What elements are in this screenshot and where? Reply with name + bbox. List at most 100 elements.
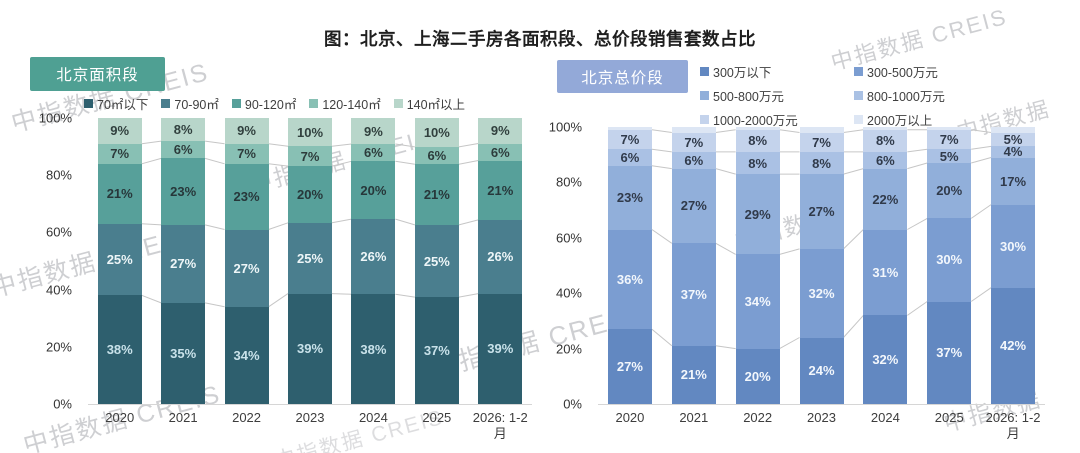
legend-label: 90-120㎡	[244, 98, 297, 112]
x-category-label: 2026: 1-2 月	[985, 410, 1041, 442]
legend-item: 1000-2000万元	[700, 110, 852, 129]
x-axis-area: 2020 2021 2022 2023 2024 2025 2026: 1-2 月	[88, 410, 532, 443]
x-category-label: 2025	[422, 410, 452, 425]
bar-segment	[607, 127, 652, 130]
bar-segment: 9%	[351, 118, 396, 145]
legend-item: 300万以下	[700, 62, 852, 81]
bar-segment: 39%	[288, 293, 332, 404]
segment-value-label: 8%	[875, 133, 895, 149]
segment-value-label: 21%	[487, 182, 514, 198]
stacked-bar: 35% 27% 23% 6% 8%	[161, 118, 206, 404]
segment-value-label: 42%	[1000, 338, 1027, 354]
segment-value-label: 8%	[748, 155, 768, 171]
bar-segment	[927, 127, 972, 130]
segment-value-label: 37%	[936, 345, 963, 361]
stacked-bar: 39% 26% 21% 6% 9%	[478, 118, 523, 404]
legend-swatch-icon	[393, 99, 403, 108]
legend-swatch-icon	[700, 67, 709, 76]
segment-value-label: 26%	[487, 249, 514, 265]
segment-value-label: 9%	[237, 123, 256, 139]
figure-title: 图：北京、上海二手房各面积段、总价段销售套数占比	[324, 29, 756, 49]
segment-value-label: 35%	[170, 345, 197, 361]
legend-label: 70㎡以下	[97, 98, 149, 112]
bar-segment: 22%	[863, 168, 908, 230]
bar-segment: 8%	[863, 129, 908, 152]
segment-value-label: 7%	[300, 148, 320, 164]
legend-item: 140㎡以上	[393, 94, 465, 113]
bar-segment: 5%	[991, 132, 1036, 147]
bar-segment: 9%	[224, 118, 269, 144]
segment-value-label: 20%	[296, 186, 324, 202]
segment-value-label: 22%	[872, 191, 899, 207]
legend-swatch-icon	[854, 91, 863, 100]
bar-segment: 20%	[735, 348, 780, 404]
bar-segment: 27%	[224, 229, 269, 307]
legend-price: 300万以下 300-500万元 500-800万元 800-1000万元 1000-2…	[700, 62, 1024, 129]
bar-segment: 7%	[927, 129, 972, 150]
y-tick-label: 0%	[563, 396, 582, 412]
bar-segment: 30%	[991, 204, 1036, 288]
x-category-label: 2021	[679, 410, 709, 425]
bar-segment: 6%	[414, 146, 459, 165]
bar-segment: 32%	[863, 315, 908, 404]
x-category-label: 2020	[105, 410, 135, 425]
segment-value-label: 27%	[680, 198, 707, 214]
segment-value-label: 8%	[748, 133, 768, 149]
legend-swatch-icon	[700, 91, 709, 100]
x-category-label: 2026: 1-2 月	[472, 410, 528, 442]
bar-segment: 27%	[161, 224, 206, 303]
bar-segment: 20%	[288, 166, 332, 223]
legend-label: 300万以下	[713, 66, 772, 80]
segment-value-label: 6%	[427, 148, 447, 164]
x-category-label: 2022	[232, 410, 262, 425]
segment-value-label: 27%	[808, 204, 835, 220]
legend-area: 70㎡以下 70-90㎡ 90-120㎡ 120-140㎡ 140㎡以上	[84, 94, 465, 113]
segment-value-label: 30%	[1000, 238, 1027, 254]
segment-value-label: 32%	[808, 285, 835, 301]
legend-label: 800-1000万元	[867, 90, 945, 104]
bar-segment: 4%	[991, 145, 1036, 158]
bar-segment: 24%	[799, 337, 844, 404]
segment-value-label: 20%	[744, 368, 771, 384]
bar-segment: 21%	[97, 163, 142, 224]
segment-value-label: 6%	[364, 145, 383, 161]
bar-segment: 6%	[863, 151, 908, 169]
bar-segment: 21%	[478, 160, 523, 220]
y-tick-label: 80%	[45, 167, 72, 183]
bar-segment: 27%	[607, 329, 652, 404]
stacked-bar: 42% 30% 17% 4% 5%	[991, 127, 1036, 404]
bar-segment: 30%	[927, 218, 972, 302]
bar-segment: 35%	[161, 302, 206, 404]
bar-segment: 34%	[735, 254, 780, 349]
legend-item: 70-90㎡	[161, 94, 219, 113]
segment-value-label: 8%	[812, 155, 831, 171]
bar-segment: 6%	[161, 141, 206, 159]
segment-value-label: 6%	[173, 142, 193, 158]
bar-segment: 7%	[97, 143, 142, 164]
bar-segment: 9%	[97, 118, 142, 144]
x-category-label: 2021	[168, 410, 198, 425]
segment-value-label: 23%	[170, 184, 197, 200]
legend-label: 120-140㎡	[322, 98, 381, 112]
stacked-bar: 38% 25% 21% 7% 9%	[97, 118, 142, 404]
y-tick-label: 100%	[548, 119, 582, 135]
bar-segment: 6%	[607, 149, 652, 166]
bar-segment: 36%	[607, 229, 652, 330]
bar-segment: 31%	[863, 229, 908, 316]
segment-value-label: 6%	[620, 149, 640, 165]
segment-value-label: 20%	[936, 183, 963, 199]
legend-item: 300-500万元	[854, 62, 1024, 81]
bar-segment: 10%	[414, 118, 459, 147]
segment-value-label: 6%	[490, 144, 510, 160]
legend-item: 120-140㎡	[309, 94, 381, 113]
segment-value-label: 6%	[684, 152, 704, 168]
segment-value-label: 10%	[296, 124, 324, 140]
segment-value-label: 17%	[1000, 173, 1027, 189]
plot-area-chart: 38% 25% 21% 7% 9% 35% 27% 23% 6% 8% 34% 27% 23% 7% 9% 3…	[88, 118, 532, 405]
segment-value-label: 26%	[360, 249, 387, 265]
bar-segment: 26%	[351, 219, 396, 295]
stacked-bar: 32% 31% 22% 6% 8%	[863, 127, 908, 404]
stacked-bar: 37% 30% 20% 5% 7%	[927, 127, 972, 404]
